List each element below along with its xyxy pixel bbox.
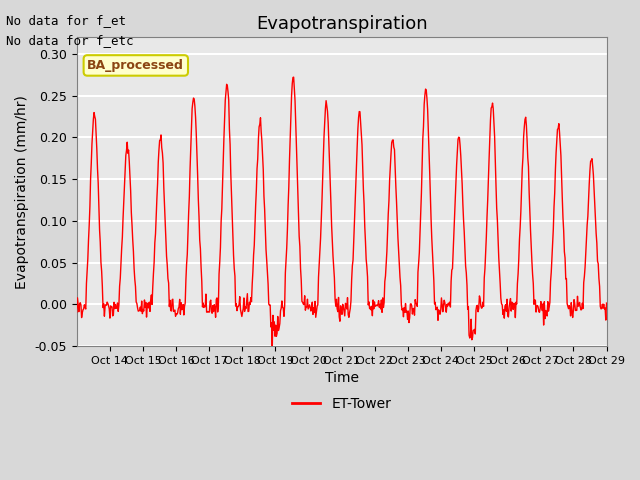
X-axis label: Time: Time (324, 371, 358, 385)
Text: No data for f_et: No data for f_et (6, 14, 127, 27)
Legend: ET-Tower: ET-Tower (287, 391, 397, 416)
Y-axis label: Evapotranspiration (mm/hr): Evapotranspiration (mm/hr) (15, 95, 29, 288)
Text: BA_processed: BA_processed (88, 59, 184, 72)
Title: Evapotranspiration: Evapotranspiration (256, 15, 428, 33)
Text: No data for f_etc: No data for f_etc (6, 34, 134, 47)
